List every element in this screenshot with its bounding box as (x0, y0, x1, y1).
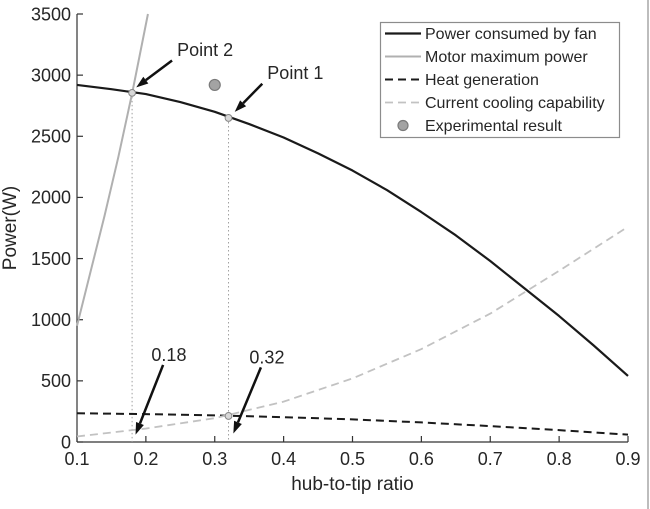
x-tick-label: 0.2 (133, 449, 158, 469)
x-tick-label: 0.3 (202, 449, 227, 469)
series-current-cooling-capability (76, 226, 629, 438)
point-marker (224, 412, 233, 420)
series-power-consumed-by-fan (76, 83, 629, 377)
x-tick-label: 0.8 (547, 449, 572, 469)
x-axis-title: hub-to-tip ratio (291, 474, 414, 495)
y-tick-label: 3000 (31, 65, 71, 85)
x-tick-label: 0.1 (64, 449, 89, 469)
point-marker (128, 88, 137, 97)
annotation-arrow-head (234, 100, 247, 112)
y-tick-label: 0 (61, 432, 71, 452)
annotation-arrow-line (138, 364, 165, 424)
x-tick-label: 0.7 (478, 449, 503, 469)
legend-label: Experimental result (425, 118, 563, 135)
y-tick-label: 2500 (31, 127, 71, 147)
annotation-arrow-line (236, 366, 263, 423)
annotation-label: 0.32 (249, 347, 284, 367)
point-marker (224, 114, 233, 122)
annotation-arrow-head (233, 420, 242, 434)
series-experimental-result-marker (208, 78, 221, 92)
y-tick-label: 500 (41, 371, 71, 391)
legend-box (379, 21, 621, 139)
x-tick-label: 0.9 (615, 449, 640, 469)
x-tick-label: 0.6 (409, 449, 434, 469)
legend-label: Heat generation (425, 72, 539, 89)
legend-label: Motor maximum power (425, 49, 588, 66)
annotation-arrow-head (136, 76, 149, 88)
series-motor-maximum-power (76, 13, 149, 327)
annotation-arrow-line (145, 59, 173, 82)
annotation-label: Point 2 (177, 40, 233, 60)
legend-label: Current cooling capability (425, 95, 605, 112)
y-axis-title: Power(W) (0, 186, 21, 270)
legend-label: Power consumed by fan (425, 26, 597, 43)
y-tick-label: 3500 (31, 4, 71, 24)
annotation-label: Point 1 (267, 63, 323, 83)
legend-marker-sample (397, 119, 409, 132)
y-tick-label: 1000 (31, 310, 71, 330)
y-tick-label: 2000 (31, 188, 71, 208)
annotation-arrow-line (242, 82, 264, 105)
annotation-arrow-head (135, 421, 144, 435)
x-tick-label: 0.4 (271, 449, 296, 469)
x-tick-label: 0.5 (340, 449, 365, 469)
y-tick-label: 1500 (31, 249, 71, 269)
series-heat-generation (76, 412, 629, 436)
annotation-label: 0.18 (151, 345, 186, 365)
